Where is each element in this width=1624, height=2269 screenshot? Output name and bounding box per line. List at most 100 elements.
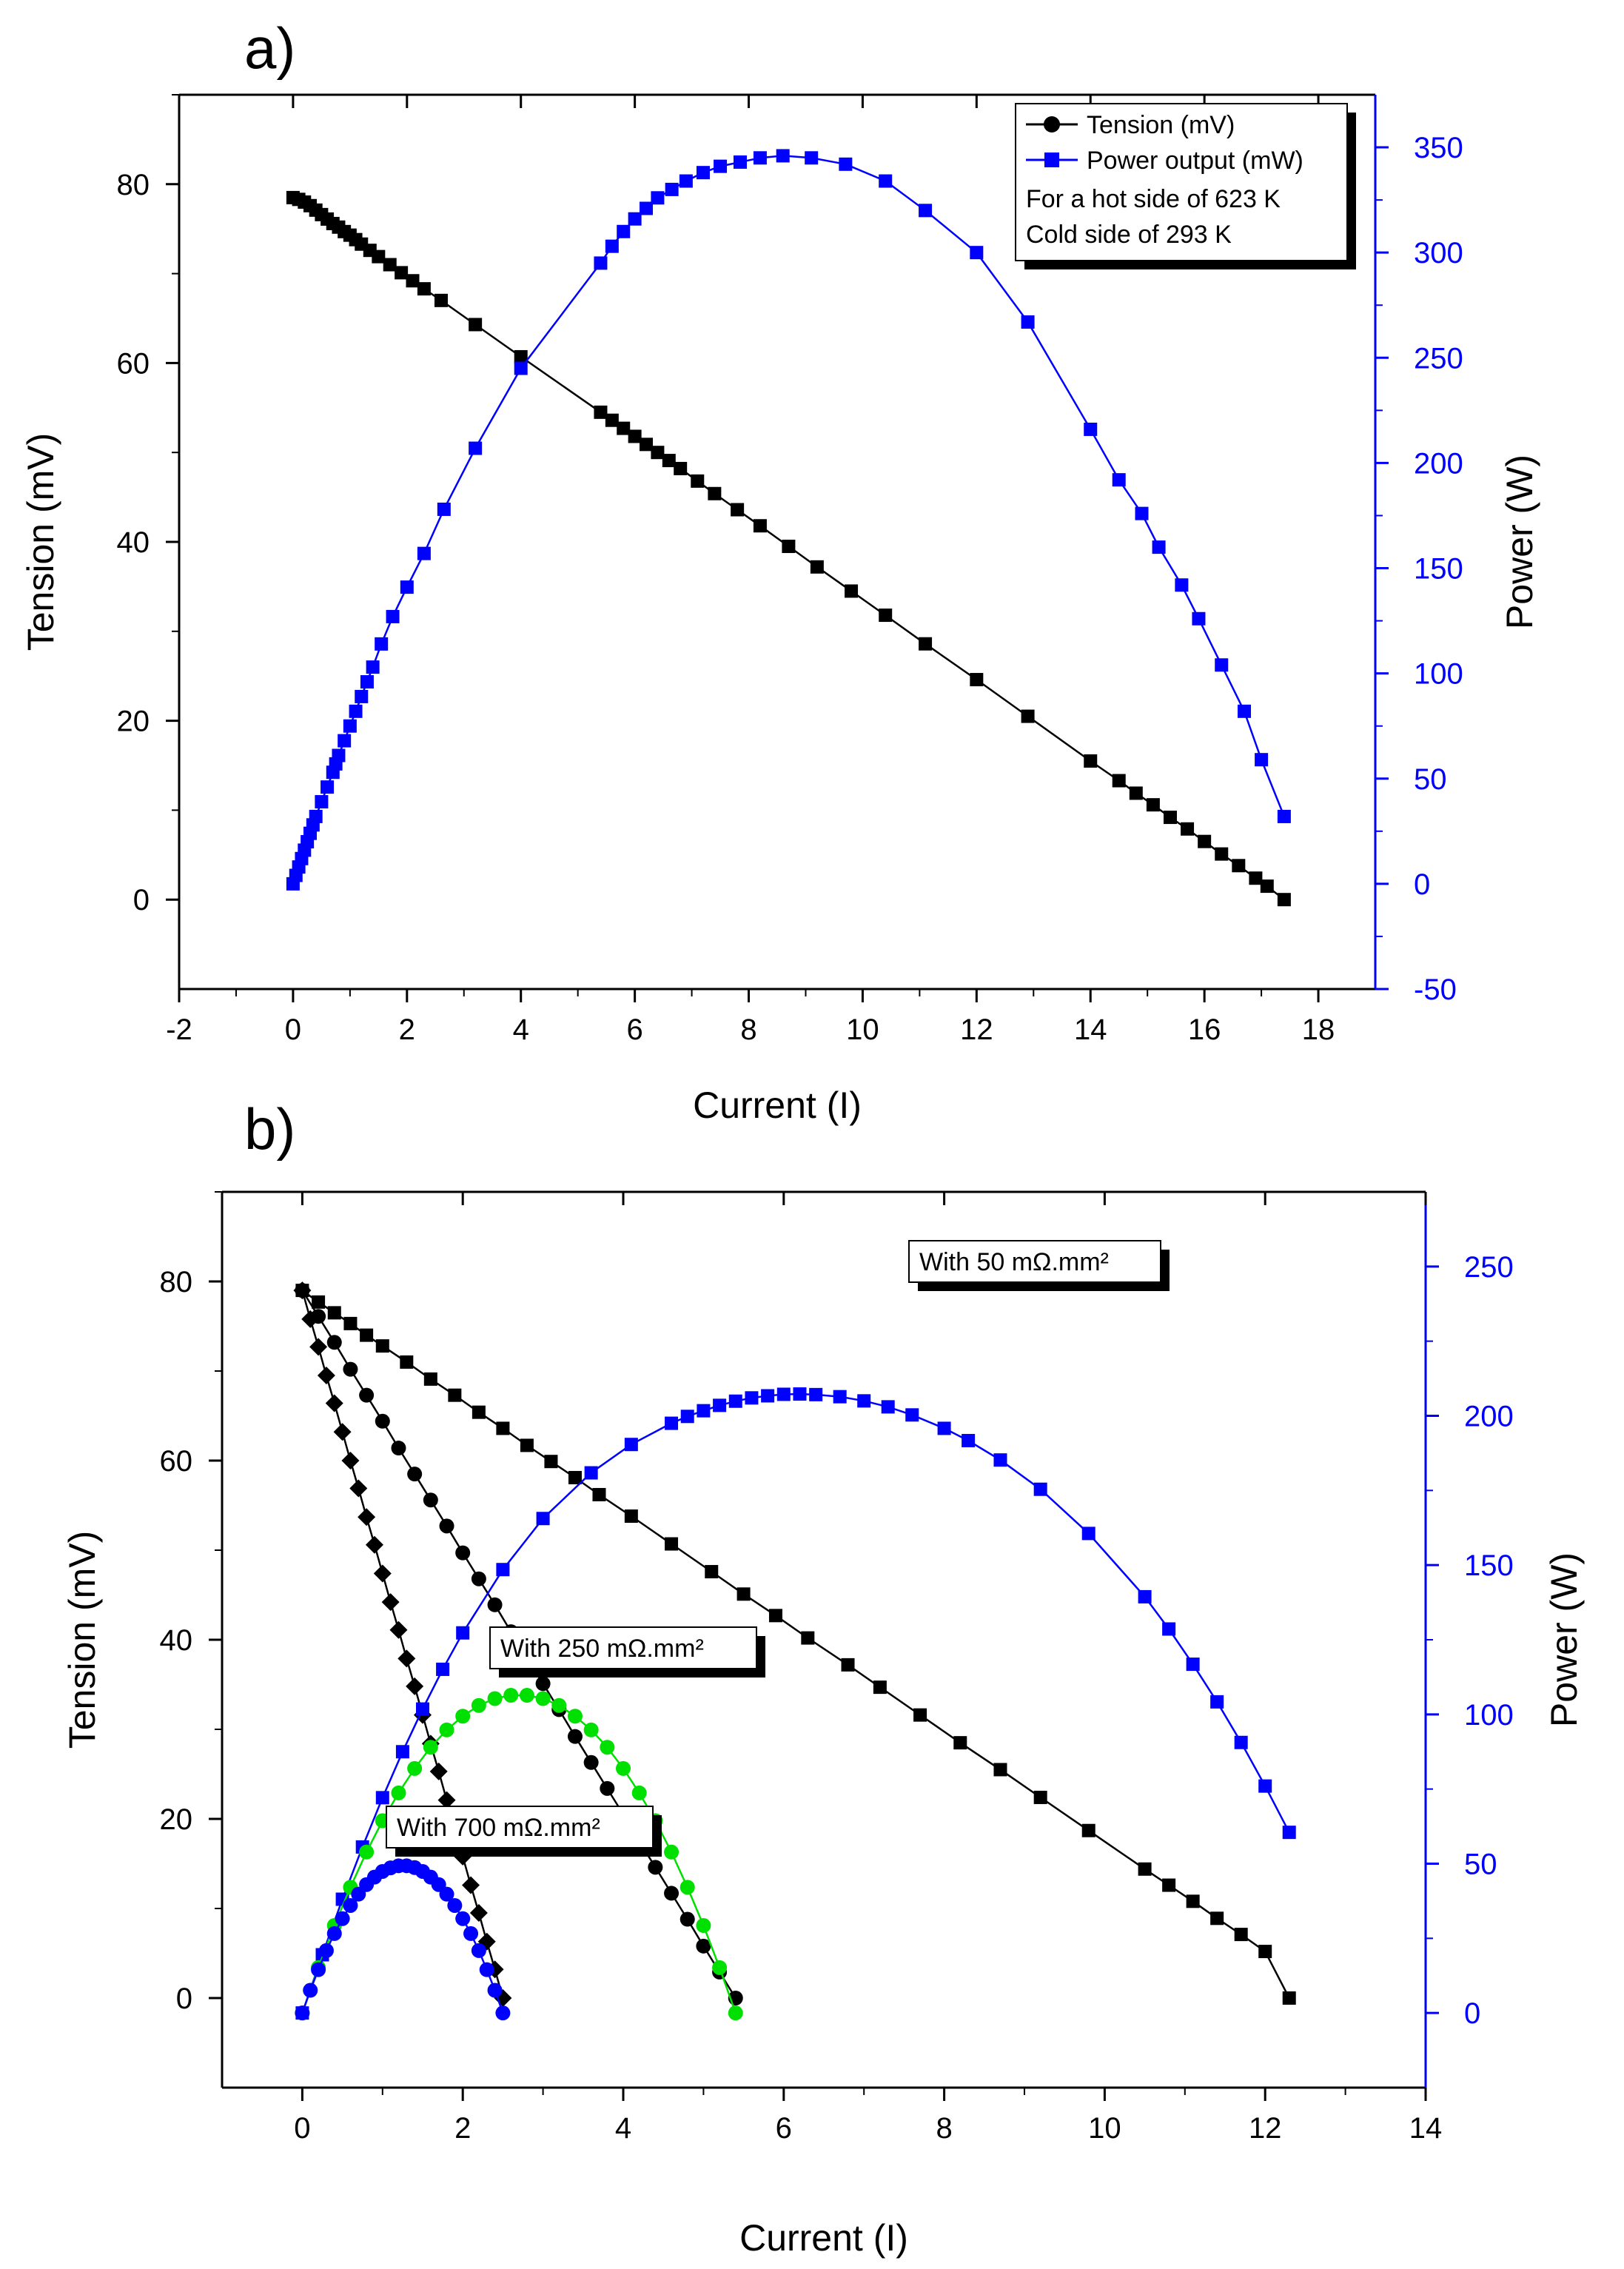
data-point (857, 1394, 871, 1408)
data-point (845, 584, 859, 598)
data-point (335, 1911, 350, 1926)
data-point (1249, 871, 1263, 885)
data-point (343, 1316, 358, 1330)
data-point (406, 1677, 424, 1695)
data-point (1162, 1878, 1176, 1892)
data-point (437, 1791, 456, 1809)
data-point (696, 1938, 711, 1954)
data-point (631, 1785, 647, 1800)
data-point (680, 1911, 695, 1927)
data-point (317, 1367, 335, 1385)
data-point (417, 546, 431, 560)
data-point (1084, 422, 1098, 436)
data-point (1234, 1928, 1248, 1942)
data-point (326, 1926, 342, 1941)
x-tick-label: 2 (399, 1013, 415, 1046)
data-point (1255, 753, 1269, 767)
data-point (567, 1729, 583, 1744)
data-point (514, 361, 528, 375)
y-tick-label: 0 (133, 884, 150, 916)
x-tick-label: 6 (626, 1013, 642, 1046)
data-point (679, 174, 693, 188)
data-point (696, 166, 710, 180)
data-point (592, 1487, 606, 1501)
x-tick-label: 14 (1409, 2112, 1443, 2145)
data-point (551, 1697, 567, 1713)
data-point (373, 1564, 392, 1583)
data-point (303, 1983, 318, 1998)
data-point (495, 2005, 511, 2021)
panel-b-chart: b) 0 2 4 6 8 10 12 14 0 20 40 60 80 0 50 100 150 200 250 Cur… (61, 1096, 1585, 2259)
data-point (447, 1897, 463, 1913)
data-point (839, 157, 853, 171)
data-point (343, 719, 357, 733)
data-point (397, 1649, 416, 1668)
annotation-label: With 700 mΩ.mm² (397, 1814, 600, 1842)
data-point (372, 249, 386, 264)
data-point (439, 1722, 454, 1737)
y-axis-title: Tension (mV) (20, 433, 61, 651)
data-point (662, 454, 676, 468)
data-point (568, 1470, 582, 1484)
data-point (359, 1387, 375, 1403)
data-point (776, 149, 790, 163)
data-point (321, 780, 335, 794)
data-point (349, 1479, 368, 1498)
y-axis-title: Tension (mV) (61, 1531, 103, 1749)
y2-axis-title: Power (W) (1543, 1552, 1585, 1727)
data-point (514, 349, 528, 363)
data-point (600, 1780, 615, 1796)
x-tick-label: 2 (454, 2112, 471, 2145)
data-point (395, 266, 409, 280)
data-point (439, 1886, 454, 1902)
data-point (1258, 1945, 1272, 1959)
data-point (400, 1355, 414, 1369)
x-tick-label: 10 (1088, 2112, 1121, 2145)
y-tick-label: 0 (176, 1983, 192, 2015)
data-point (1033, 1482, 1047, 1496)
data-point (1021, 315, 1035, 329)
data-point (753, 519, 767, 533)
data-point (535, 1691, 551, 1706)
data-point (1152, 540, 1166, 554)
y2-tick-label: 50 (1464, 1849, 1497, 1881)
data-point (697, 1404, 711, 1418)
data-point (1163, 811, 1177, 825)
y2-tick-label: 0 (1414, 868, 1430, 901)
data-point (879, 174, 893, 188)
data-point (705, 1565, 719, 1579)
data-point (416, 1702, 429, 1716)
data-point (1234, 1735, 1248, 1749)
data-point (1277, 893, 1291, 907)
data-point (594, 256, 608, 270)
annotation-box (489, 1626, 757, 1669)
data-point (400, 580, 414, 594)
data-point (343, 1897, 358, 1913)
data-point (359, 1844, 375, 1860)
data-point (434, 293, 448, 307)
data-point (462, 1876, 480, 1894)
data-point (327, 1306, 341, 1320)
data-point (360, 1328, 374, 1342)
data-point (1198, 834, 1212, 848)
x-tick-label: 18 (1302, 1013, 1335, 1046)
data-point (648, 1860, 663, 1875)
data-point (628, 212, 642, 226)
y2-tick-label: 350 (1414, 132, 1463, 164)
data-point (776, 1387, 791, 1401)
data-point (311, 1962, 326, 1977)
data-point (360, 675, 374, 689)
annotation-box (386, 1806, 654, 1849)
data-point (436, 1662, 450, 1676)
data-point (496, 1563, 510, 1577)
data-point (318, 1943, 334, 1958)
data-point (1181, 822, 1195, 836)
data-point (664, 1886, 680, 1901)
data-point (594, 405, 608, 419)
data-point (423, 1740, 438, 1755)
data-point (381, 1593, 400, 1612)
legend-note-cold-side: Cold side of 293 K (1026, 221, 1232, 249)
x-tick-label: 4 (513, 1013, 529, 1046)
data-point (617, 224, 631, 238)
